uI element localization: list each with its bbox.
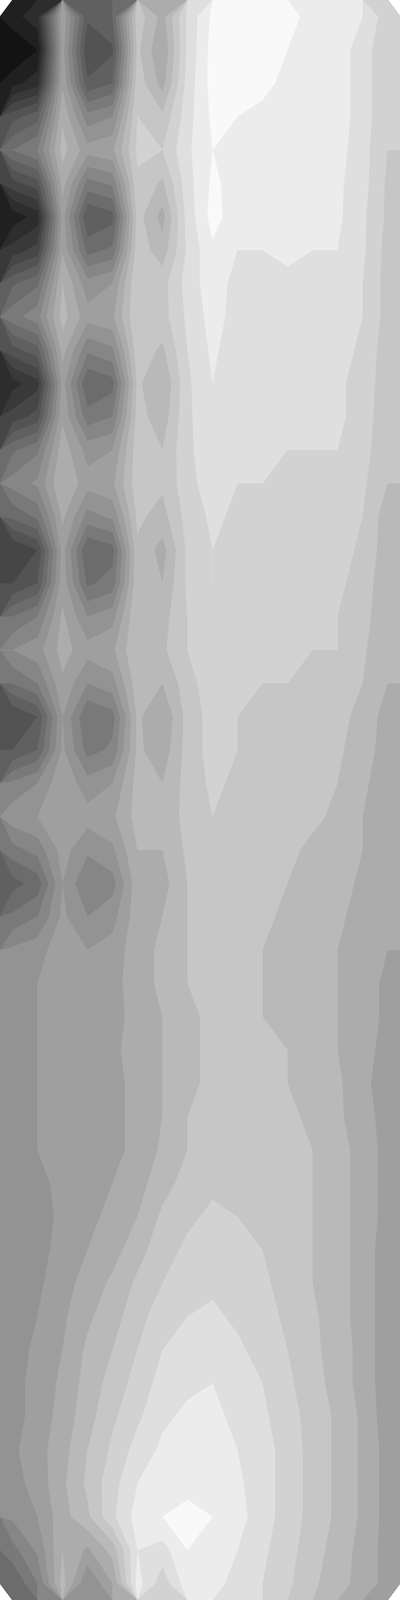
contour-band <box>0 0 400 1600</box>
contour-band <box>60 0 400 1600</box>
chart-container <box>0 0 400 1600</box>
contour-band <box>115 0 379 1600</box>
contour-band <box>0 0 400 1600</box>
contour-band <box>0 0 400 1600</box>
contour-band <box>0 0 400 1600</box>
contour-band <box>101 0 400 1600</box>
contour-band <box>0 0 400 1600</box>
contour-band <box>83 0 400 1600</box>
chart-svg <box>0 0 400 1600</box>
contour-band <box>0 0 400 1600</box>
plot-area <box>0 0 400 1600</box>
contour-band <box>0 0 400 1600</box>
contour-band <box>47 0 400 1600</box>
contour-band <box>0 0 400 1600</box>
contour-band <box>18 0 400 1600</box>
contour-band <box>131 0 363 1600</box>
contour-band <box>0 0 400 1600</box>
contour-band <box>162 0 301 1550</box>
contour-band <box>0 0 400 1600</box>
contour-band <box>0 0 400 1600</box>
contour-band <box>0 0 400 1600</box>
